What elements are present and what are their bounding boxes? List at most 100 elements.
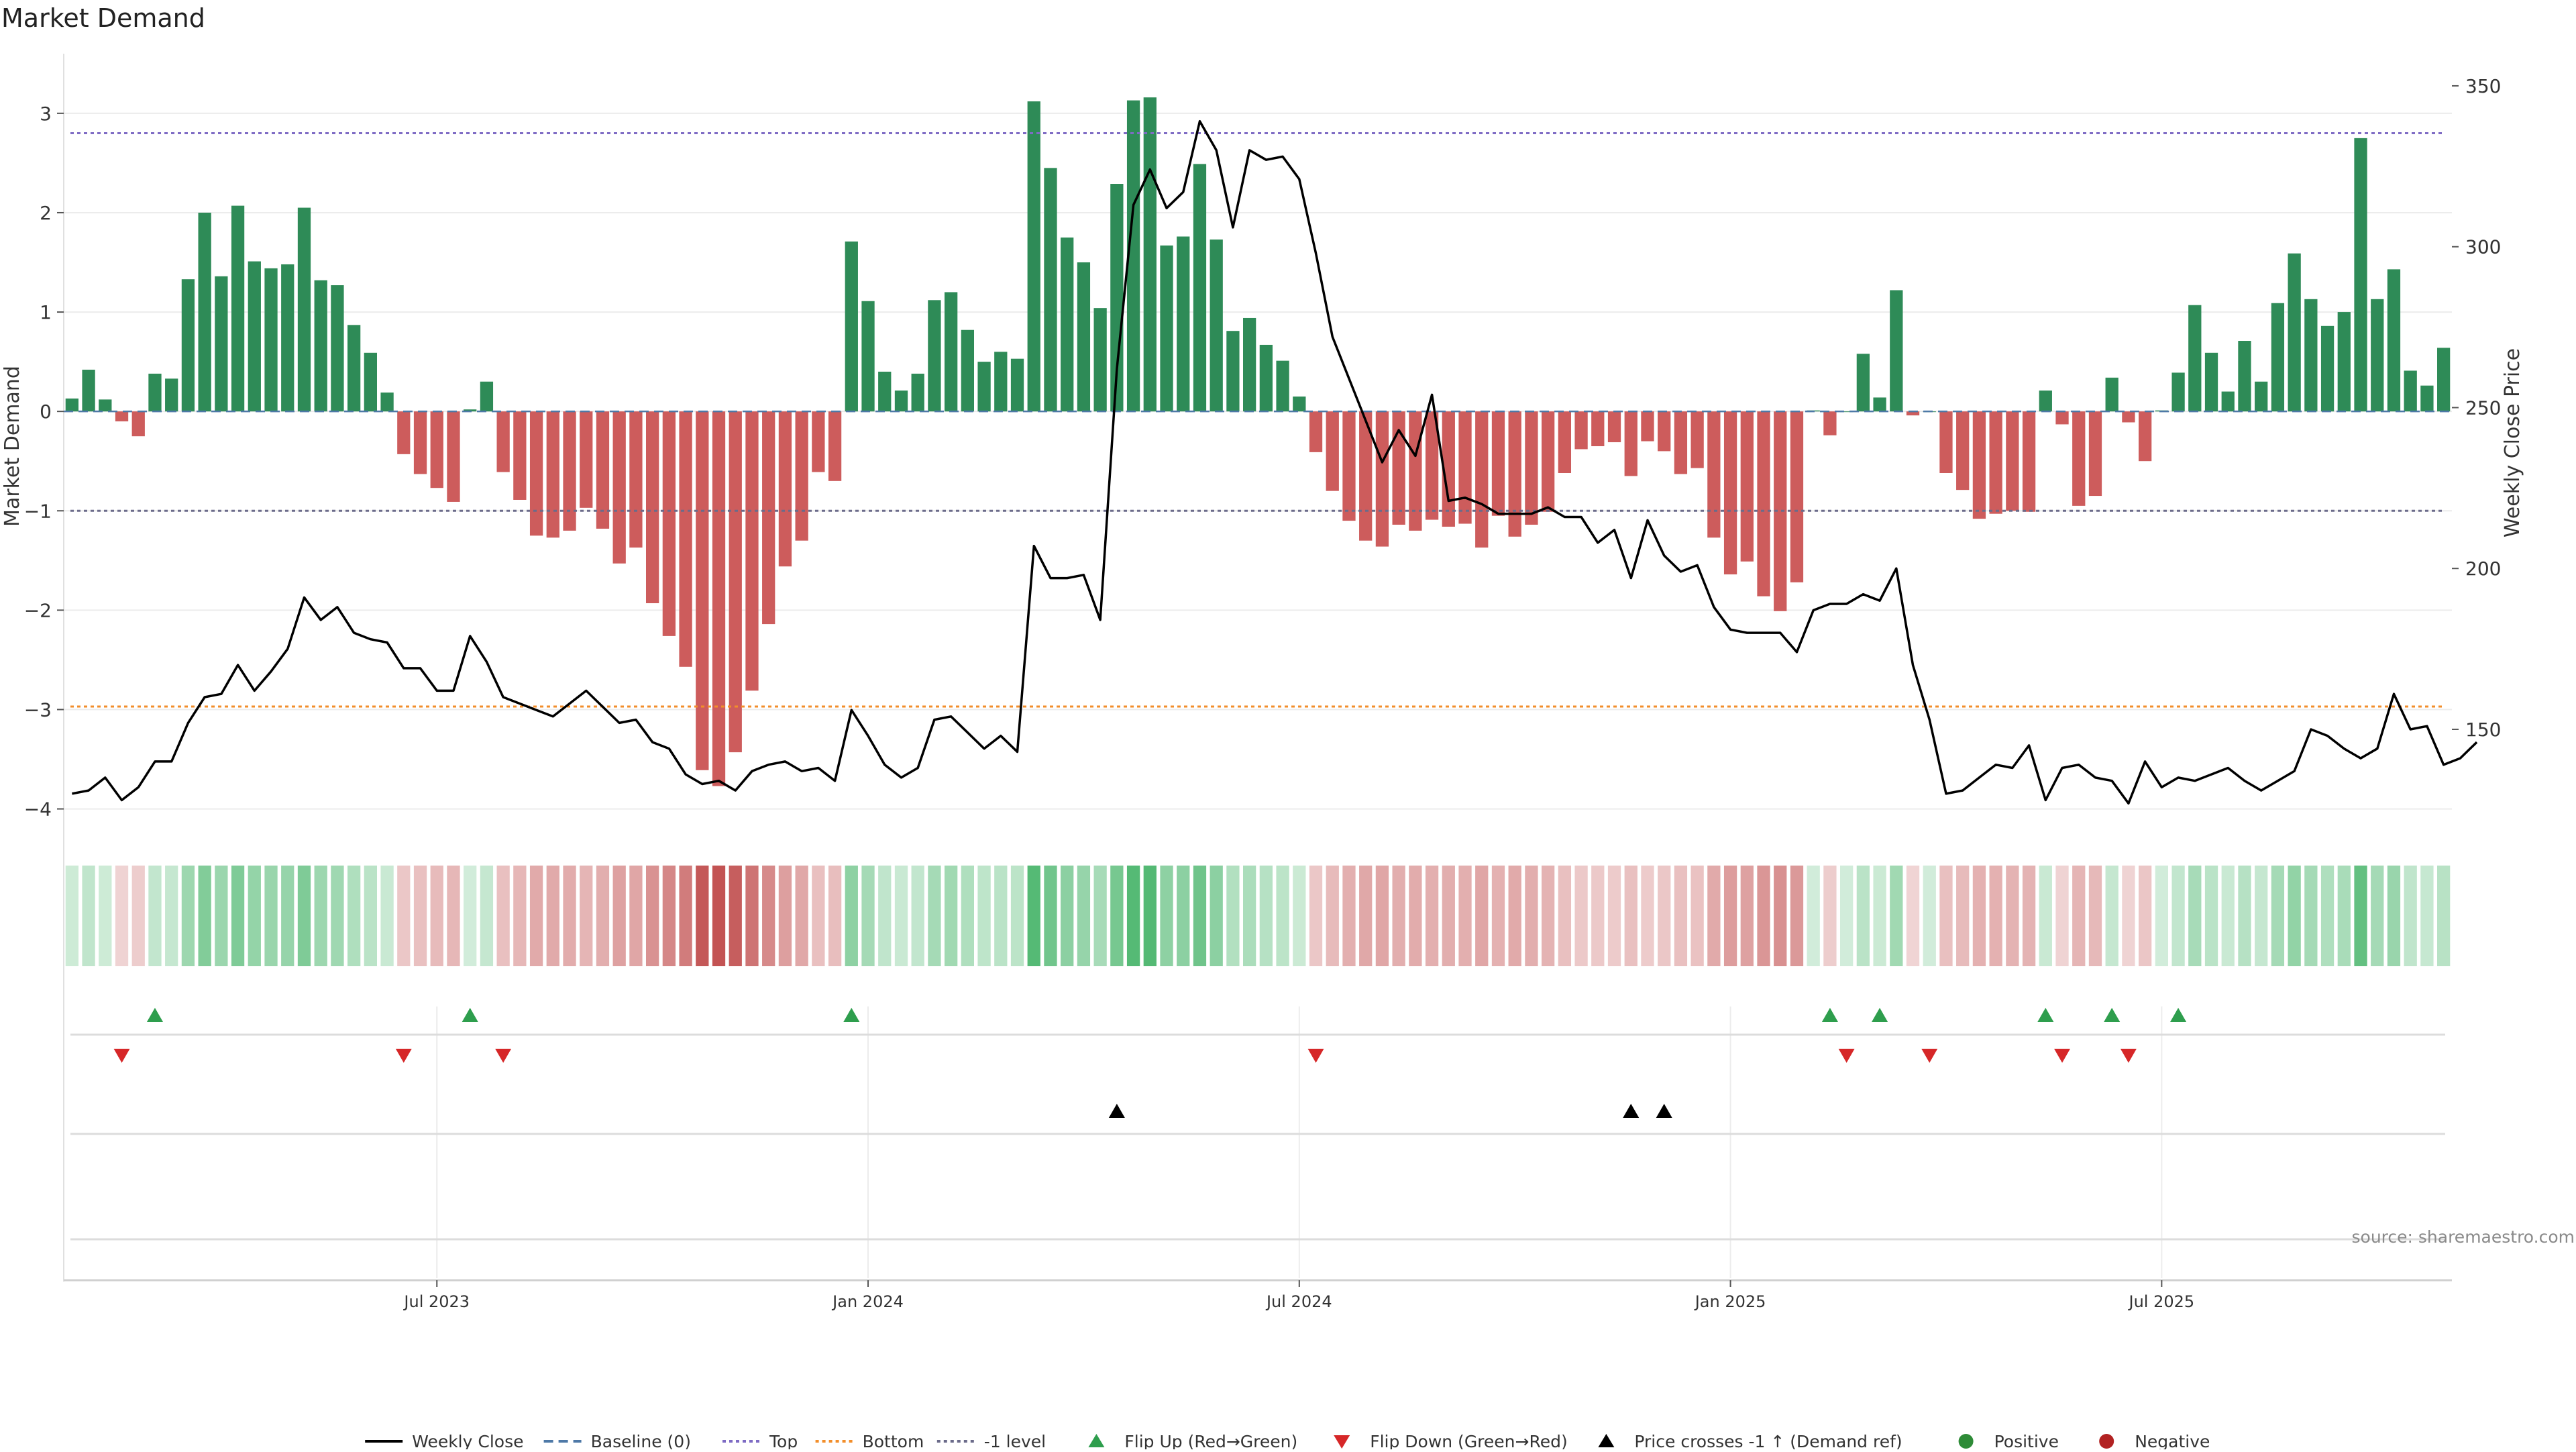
x-tick-label: Jan 2024 [831,1292,904,1311]
demand-bar [2371,299,2384,412]
demand-bar [215,276,228,412]
heat-cell [1491,866,1505,966]
demand-bar [65,398,79,412]
demand-bar [1392,411,1405,525]
heat-cell [1126,866,1140,966]
heat-cell [1972,866,1986,966]
heat-cell [1890,866,1903,966]
demand-bar [645,411,659,603]
demand-bar [2122,411,2135,423]
demand-bar [1093,308,1107,412]
flip-up-marker [843,1008,860,1022]
demand-bar [2221,391,2235,412]
x-tick-label: Jul 2024 [1265,1292,1332,1311]
heat-cell [331,866,344,966]
demand-bar [1707,411,1721,538]
demand-bar [131,411,145,437]
heat-cell [1458,866,1472,966]
heat-cell [215,866,228,966]
demand-bar [1658,411,1671,452]
demand-bar [1558,411,1572,473]
heat-cell [580,866,593,966]
demand-bar [529,411,543,536]
heat-cell [2138,866,2152,966]
demand-bar [1409,411,1422,531]
heat-cell [65,866,79,966]
legend-label: Bottom [863,1432,924,1449]
heat-cell [1790,866,1804,966]
heat-cell [1061,866,1074,966]
heat-cell [1873,866,1886,966]
heat-cell [2436,866,2451,966]
heat-cell [2039,866,2052,966]
demand-bar [828,411,842,481]
demand-bar [2171,372,2185,412]
demand-bar [2022,411,2036,512]
right-tick-label: 200 [2465,558,2501,580]
demand-bar [1177,236,1190,412]
heat-cell [1989,866,2002,966]
heat-cell [1674,866,1688,966]
price-cross-marker [1108,1104,1125,1118]
demand-bar [812,411,825,472]
demand-bar [679,411,692,667]
demand-bar [1143,97,1157,412]
heat-cell [679,866,692,966]
demand-bar [2238,341,2251,412]
demand-bar [894,391,908,412]
demand-bar [464,409,477,412]
heat-cell [845,866,858,966]
demand-bar [1956,411,1970,490]
flip-down-marker [113,1049,130,1063]
demand-bar [612,411,626,564]
demand-bar [1293,396,1306,412]
demand-bar [447,411,460,502]
demand-bar [331,285,344,412]
demand-heat-strip [65,866,2451,966]
demand-bar [2420,385,2434,412]
legend-label: Top [769,1432,798,1449]
heat-cell [629,866,643,966]
flip-down-marker [1307,1049,1324,1063]
heat-cell [1923,866,1936,966]
heat-cell [2171,866,2185,966]
heat-cell [1641,866,1654,966]
heat-cell [1525,866,1538,966]
demand-bar [994,352,1008,412]
heat-cell [712,866,726,966]
demand-bar [181,279,195,412]
demand-bar [629,411,643,548]
legend-label: Negative [2135,1432,2210,1449]
demand-bar [2088,411,2102,497]
demand-bar [1641,411,1654,442]
heat-cell [2022,866,2036,966]
legend-item: Bottom [815,1432,924,1451]
heat-cell [762,866,775,966]
demand-bar [248,261,261,412]
heat-cell [2354,866,2367,966]
demand-bar [364,352,378,412]
demand-bar [1574,411,1588,450]
demand-bar [1326,411,1339,491]
demand-bar [1491,411,1505,516]
heat-cell [2221,866,2235,966]
demand-bar [961,329,975,412]
heat-cell [1591,866,1605,966]
y-axis-label-left: Market Demand [1,366,24,527]
demand-bar [1193,164,1207,412]
demand-bar [1541,411,1555,512]
heat-cell [1193,866,1207,966]
heat-cell [612,866,626,966]
demand-bar [1823,411,1837,435]
demand-bar [1790,411,1804,582]
heat-cell [1624,866,1638,966]
y-axis-label-right: Weekly Close Price [2501,348,2524,537]
heat-cell [1856,866,1870,966]
heat-cell [1956,866,1970,966]
demand-bar [1674,411,1688,474]
heat-cell [1508,866,1521,966]
heat-cell [563,866,576,966]
heat-cell [828,866,842,966]
flip-up-marker [2104,1008,2121,1022]
heat-cell [1210,866,1223,966]
